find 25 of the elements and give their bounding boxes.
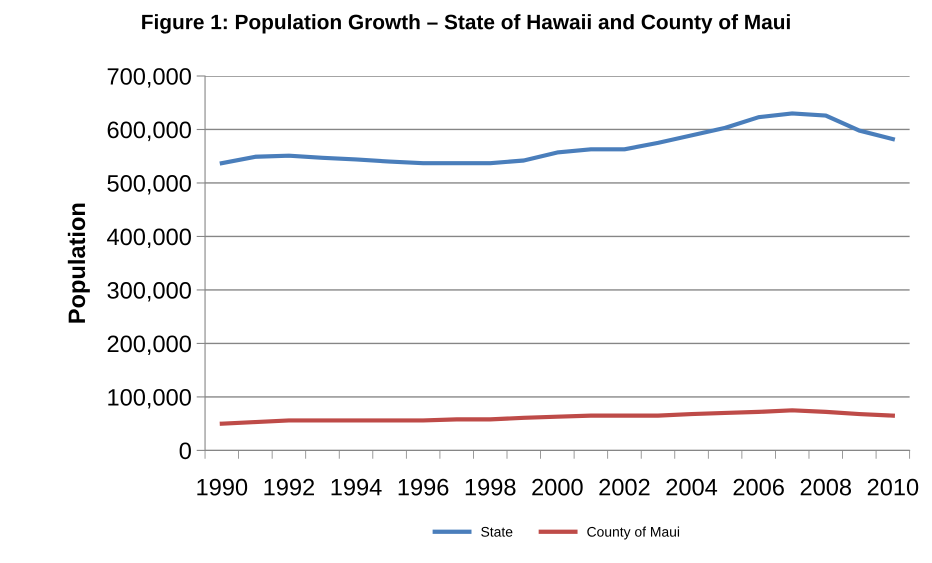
y-tick-label: 300,000	[107, 282, 191, 302]
line-series	[220, 408, 895, 426]
y-tick-label: 600,000	[108, 122, 191, 142]
y-tick-label: 700,000	[108, 68, 191, 88]
y-tick-label: 0	[180, 442, 191, 460]
x-tick-label: 2004	[666, 478, 718, 496]
x-tick-label: 2008	[800, 478, 851, 496]
x-tick-label: 2000	[532, 478, 583, 496]
x-tick-label: 2006	[734, 478, 784, 496]
chart-title: Figure 1: Population Growth – State of Hawaii and County of Maui	[142, 14, 790, 34]
y-axis-title: Population	[68, 204, 90, 323]
legend-label: County of Maui	[587, 526, 680, 540]
x-tick-label: 1998	[466, 478, 516, 496]
line-series	[220, 111, 895, 166]
y-tick-label: 200,000	[108, 336, 191, 356]
x-tick-label: 1996	[398, 478, 448, 496]
x-tick-label: 2010	[868, 478, 918, 496]
y-tick-label: 400,000	[107, 228, 191, 248]
y-tick-label: 500,000	[107, 175, 191, 195]
x-tick-label: 2002	[599, 478, 650, 496]
x-tick-label: 1994	[332, 478, 382, 496]
x-tick-label: 1990	[197, 478, 248, 496]
x-tick-label: 1992	[264, 478, 314, 496]
y-tick-label: 100,000	[108, 388, 191, 408]
legend-label: State	[481, 526, 512, 537]
